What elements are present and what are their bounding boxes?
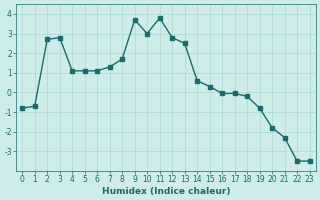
X-axis label: Humidex (Indice chaleur): Humidex (Indice chaleur)	[102, 187, 230, 196]
